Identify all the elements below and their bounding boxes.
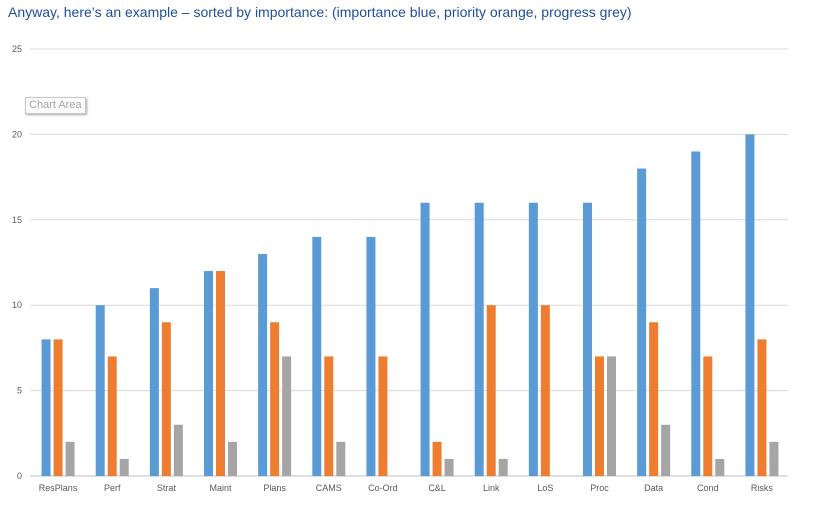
bar-priority[interactable] bbox=[595, 356, 604, 476]
bar-progress[interactable] bbox=[661, 424, 671, 476]
x-category-label: Proc bbox=[590, 483, 609, 493]
y-tick-label: 5 bbox=[17, 386, 22, 396]
bar-priority[interactable] bbox=[53, 339, 63, 476]
bar-priority[interactable] bbox=[486, 305, 496, 476]
bar-priority[interactable] bbox=[107, 356, 117, 476]
x-category-label: Cond bbox=[697, 483, 719, 493]
chart-heading: Anyway, here’s an example – sorted by im… bbox=[8, 4, 632, 20]
bar-importance[interactable] bbox=[637, 168, 647, 476]
y-tick-label: 10 bbox=[12, 300, 22, 310]
x-category-label: LoS bbox=[537, 483, 553, 493]
y-tick-label: 25 bbox=[12, 44, 22, 54]
bar-progress[interactable] bbox=[607, 356, 616, 476]
x-category-label: Plans bbox=[263, 483, 286, 493]
x-category-label: ResPlans bbox=[39, 483, 78, 493]
bar-progress[interactable] bbox=[498, 458, 508, 476]
bar-progress[interactable] bbox=[228, 441, 237, 476]
bar-importance[interactable] bbox=[583, 202, 592, 476]
bar-priority[interactable] bbox=[703, 356, 713, 476]
bar-progress[interactable] bbox=[769, 441, 779, 476]
bar-progress[interactable] bbox=[336, 441, 346, 476]
bar-importance[interactable] bbox=[474, 202, 484, 476]
x-category-label: Maint bbox=[209, 483, 232, 493]
bar-priority[interactable] bbox=[216, 271, 225, 476]
bar-priority[interactable] bbox=[540, 305, 550, 476]
bar-importance[interactable] bbox=[691, 151, 701, 477]
bar-priority[interactable] bbox=[270, 322, 280, 476]
bar-importance[interactable] bbox=[528, 202, 538, 476]
bar-priority[interactable] bbox=[161, 322, 171, 476]
chart-area-tooltip: Chart Area bbox=[25, 97, 86, 114]
bar-priority[interactable] bbox=[378, 356, 388, 476]
bar-importance[interactable] bbox=[745, 134, 755, 476]
bar-progress[interactable] bbox=[65, 441, 75, 476]
bar-progress[interactable] bbox=[444, 458, 454, 476]
bar-importance[interactable] bbox=[149, 288, 159, 476]
bar-priority[interactable] bbox=[432, 441, 442, 476]
bar-group bbox=[41, 134, 779, 477]
x-category-label: Perf bbox=[104, 483, 121, 493]
bar-progress[interactable] bbox=[173, 424, 183, 476]
gridlines bbox=[30, 48, 788, 477]
bar-importance[interactable] bbox=[420, 202, 430, 476]
x-category-label: Strat bbox=[157, 483, 177, 493]
x-category-label: Data bbox=[644, 483, 663, 493]
bar-importance[interactable] bbox=[41, 339, 51, 476]
bar-importance[interactable] bbox=[204, 271, 213, 476]
bar-priority[interactable] bbox=[757, 339, 767, 476]
x-category-label: Risks bbox=[751, 483, 773, 493]
bar-progress[interactable] bbox=[282, 356, 292, 476]
y-axis-ticks: 0 5 10 15 20 25 bbox=[12, 44, 22, 481]
bar-importance[interactable] bbox=[366, 236, 376, 476]
bar-importance[interactable] bbox=[258, 253, 268, 476]
x-category-label: Link bbox=[483, 483, 500, 493]
x-category-label: C&L bbox=[428, 483, 446, 493]
x-category-label: Co-Ord bbox=[368, 483, 398, 493]
bar-progress[interactable] bbox=[715, 458, 725, 476]
bar-importance[interactable] bbox=[312, 236, 322, 476]
y-tick-label: 15 bbox=[12, 215, 22, 225]
bar-priority[interactable] bbox=[649, 322, 659, 476]
bar-progress[interactable] bbox=[119, 458, 129, 476]
x-category-label: CAMS bbox=[316, 483, 342, 493]
bar-importance[interactable] bbox=[95, 305, 105, 476]
y-tick-label: 20 bbox=[12, 129, 22, 139]
bar-priority[interactable] bbox=[324, 356, 334, 476]
y-tick-label: 0 bbox=[17, 471, 22, 481]
x-axis-categories: ResPlans Perf Strat Maint Plans CAMS Co-Ord C&L… bbox=[39, 483, 774, 493]
